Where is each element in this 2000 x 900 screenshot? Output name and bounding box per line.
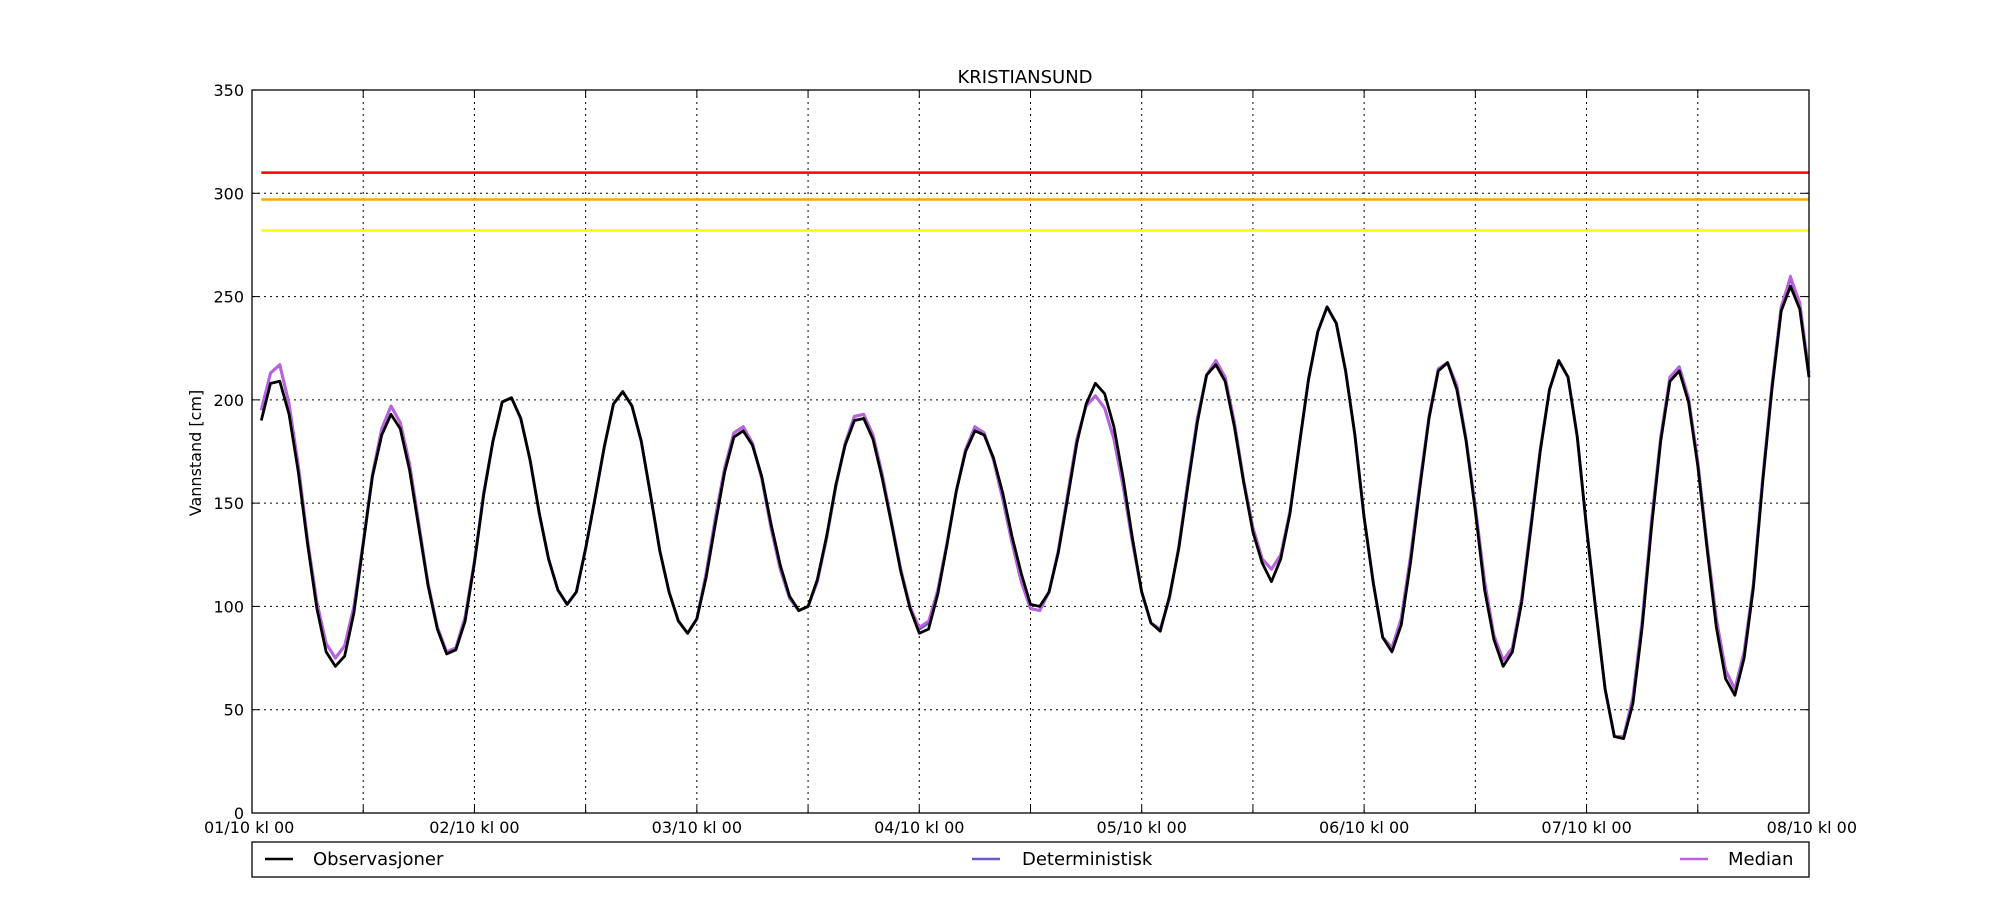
- y-axis-ticks: 0 50 100 150 200 250 300 350: [213, 81, 1809, 823]
- x-tick-label: 08/10 kl 00: [1767, 818, 1857, 837]
- y-tick-label: 350: [213, 81, 244, 100]
- y-tick-label: 200: [213, 391, 244, 410]
- series-line-deterministisk: [259, 276, 1811, 739]
- x-tick-label: 03/10 kl 00: [652, 818, 742, 837]
- legend-label: Median: [1728, 849, 1793, 870]
- x-tick-label: 02/10 kl 00: [429, 818, 519, 837]
- threshold-lines: [261, 171, 1809, 232]
- series-line-observasjoner: [259, 284, 1811, 741]
- legend-label: Observasjoner: [313, 849, 444, 870]
- x-tick-label: 05/10 kl 00: [1097, 818, 1187, 837]
- series-line-median: [260, 274, 1811, 738]
- x-tick-label: 04/10 kl 00: [874, 818, 964, 837]
- y-tick-label: 50: [224, 701, 244, 720]
- legend-box: [251, 841, 1810, 878]
- chart-title: KRISTIANSUND: [957, 67, 1092, 88]
- series-lines: [259, 274, 1811, 741]
- y-tick-label: 150: [213, 494, 244, 513]
- y-tick-label: 250: [213, 288, 244, 307]
- legend: Observasjoner Deterministisk Median: [251, 841, 1810, 878]
- legend-label: Deterministisk: [1022, 849, 1153, 870]
- y-tick-label: 100: [213, 597, 244, 616]
- y-axis-label: Vannstand [cm]: [186, 390, 205, 516]
- x-tick-label: 06/10 kl 00: [1319, 818, 1409, 837]
- x-axis-ticks: 01/10 kl 00 02/10 kl 00 03/10 kl 00 04/10 k…: [204, 90, 1857, 837]
- x-tick-label: 07/10 kl 00: [1541, 818, 1631, 837]
- y-tick-label: 0: [234, 804, 244, 823]
- y-tick-label: 300: [213, 184, 244, 203]
- x-tick-label: 01/10 kl 00: [204, 818, 294, 837]
